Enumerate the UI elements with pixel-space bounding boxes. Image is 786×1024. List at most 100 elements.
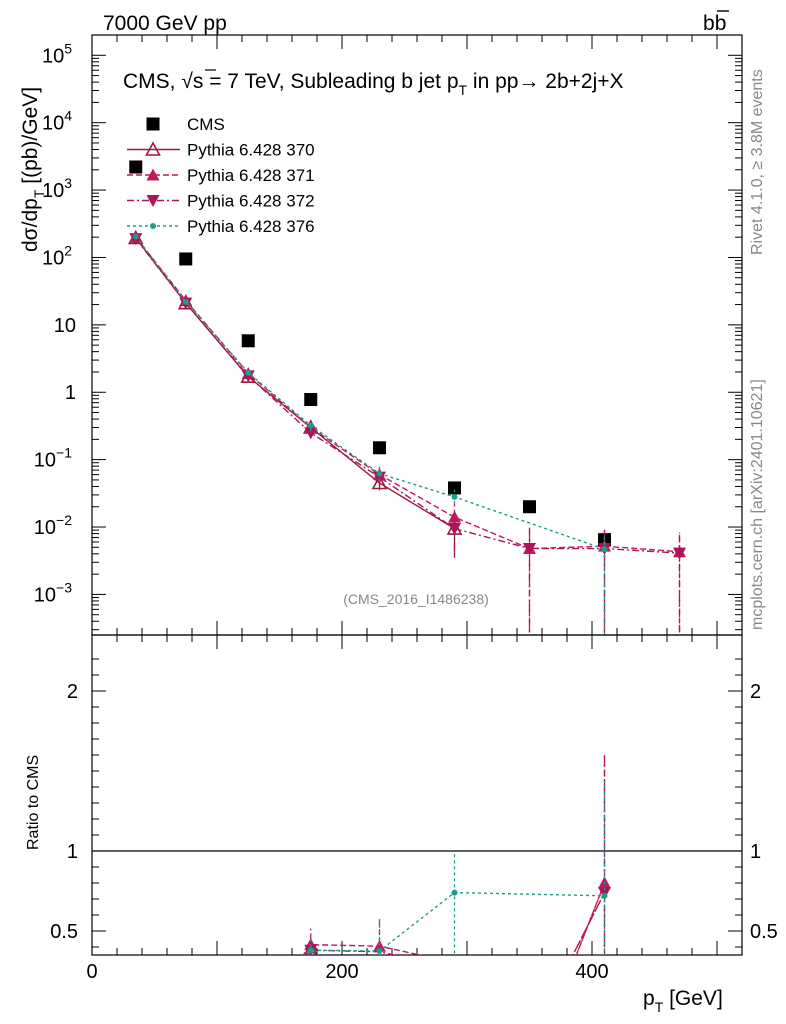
ratio-panel: 0 200 400 0.5 0.5 1 1 2 2 bbox=[50, 634, 778, 983]
ratio-frame bbox=[91, 634, 743, 956]
legend-item-pythia-6-428-376-swatch-marker bbox=[150, 223, 156, 229]
legend-item-pythia-6-428-376: Pythia 6.428 376 bbox=[127, 217, 315, 236]
series-pythia-6-428-376-point bbox=[245, 369, 252, 376]
series-pythia-6-428-372-point bbox=[373, 471, 386, 484]
ratio-y-label: Ratio to CMS bbox=[25, 755, 42, 850]
legend: CMS Pythia 6.428 370 Pythia 6.428 371 Pythi… bbox=[127, 115, 315, 236]
series-pythia-6-428-376-point bbox=[182, 298, 189, 305]
legend-item-pythia-6-428-370-swatch-marker bbox=[145, 141, 161, 156]
analysis-watermark: (CMS_2016_I1486238) bbox=[343, 591, 489, 607]
legend-item-cms-swatch-marker bbox=[146, 117, 160, 131]
legend-item-pythia-6-428-371-label: Pythia 6.428 371 bbox=[187, 166, 315, 185]
xlabel-p: p bbox=[643, 987, 655, 1010]
y-tick-base: 1 bbox=[65, 382, 76, 404]
series-pythia-6-428-372-point bbox=[523, 543, 536, 556]
title-sub: T bbox=[459, 82, 468, 98]
ylabel-part-b: [(pb)/GeV] bbox=[19, 87, 42, 190]
y-tick-label: 10−1 bbox=[34, 445, 72, 472]
legend-item-pythia-6-428-372: Pythia 6.428 372 bbox=[127, 192, 315, 211]
y-tick-label: 105 bbox=[42, 40, 72, 67]
x-tick-label: 0 bbox=[86, 961, 97, 983]
series-cms-point bbox=[373, 441, 386, 455]
x-tick-label: 200 bbox=[325, 961, 358, 983]
header-process: 7000 GeV pp bbox=[103, 12, 227, 35]
series-cms-point bbox=[179, 252, 193, 266]
ratio-series-pythia-6-428-372 bbox=[304, 756, 611, 955]
series-cms-point bbox=[241, 334, 255, 348]
main-y-label: dσ/dpT [(pb)/GeV] bbox=[19, 87, 47, 252]
y-tick-base: 10 bbox=[42, 247, 64, 269]
x-axis-label: pT [GeV] bbox=[643, 987, 723, 1015]
plot-title: CMS, √s = 7 TeV, Subleading b jet pT in … bbox=[123, 70, 624, 98]
rivet-version: Rivet 4.1.0, ≥ 3.8M events bbox=[749, 69, 766, 255]
y-tick-exponent: 4 bbox=[64, 108, 72, 124]
xlabel-sub: T bbox=[655, 999, 664, 1015]
series-pythia-6-428-370 bbox=[127, 229, 463, 558]
legend-item-pythia-6-428-372-label: Pythia 6.428 372 bbox=[187, 192, 315, 211]
ratio-series-pythia-6-428-376-point bbox=[307, 947, 314, 954]
ratio-y-tick-label-right: 1 bbox=[750, 841, 761, 863]
title-part-1: CMS, bbox=[123, 70, 181, 93]
y-tick-exponent: −3 bbox=[56, 579, 72, 595]
series-pythia-6-428-372-point bbox=[448, 523, 461, 536]
ylabel-sub: T bbox=[31, 189, 47, 198]
series-pythia-6-428-376-point bbox=[451, 493, 458, 500]
title-sqrt: √ bbox=[181, 70, 193, 93]
main-series bbox=[127, 160, 686, 635]
header-bb: bb bbox=[703, 12, 726, 35]
series-pythia-6-428-376-point bbox=[132, 233, 139, 240]
y-tick-label: 102 bbox=[42, 242, 72, 269]
title-part-3: in pp bbox=[467, 70, 518, 93]
legend-item-pythia-6-428-370-label: Pythia 6.428 370 bbox=[187, 141, 315, 160]
title-part-4: 2b+2j+X bbox=[539, 70, 623, 93]
y-tick-base: 10 bbox=[42, 113, 64, 135]
title-arrow: → bbox=[518, 70, 539, 93]
ratio-series-pythia-6-428-376-line bbox=[302, 891, 605, 955]
mcplots-credit: mcplots.cern.ch [arXiv:2401.10621] bbox=[749, 379, 766, 630]
y-tick-label: 103 bbox=[42, 175, 72, 202]
series-pythia-6-428-370-point bbox=[371, 474, 388, 490]
y-tick-exponent: 2 bbox=[64, 242, 72, 258]
y-tick-label: 10 bbox=[54, 315, 76, 337]
series-pythia-6-428-376-point bbox=[376, 470, 383, 477]
xlabel-unit: [GeV] bbox=[663, 987, 723, 1010]
ratio-y-tick-label-left: 0.5 bbox=[50, 921, 78, 943]
legend-item-pythia-6-428-376-label: Pythia 6.428 376 bbox=[187, 217, 315, 236]
series-pythia-6-428-376-point bbox=[601, 546, 608, 553]
series-pythia-6-428-372-line bbox=[135, 238, 680, 554]
header-bbar: b bbox=[715, 12, 727, 35]
series-pythia-6-428-370-line bbox=[135, 237, 455, 530]
y-tick-label: 104 bbox=[42, 108, 72, 135]
series-pythia-6-428-372-point bbox=[304, 427, 318, 440]
y-tick-base: 10 bbox=[34, 584, 56, 606]
ratio-series bbox=[302, 755, 611, 955]
ylabel-part-a: dσ/dp bbox=[19, 198, 42, 252]
y-tick-base: 10 bbox=[42, 180, 64, 202]
legend-item-pythia-6-428-371-swatch-marker bbox=[146, 168, 160, 181]
y-tick-label: 10−3 bbox=[34, 579, 72, 606]
y-tick-label: 10−2 bbox=[34, 512, 72, 539]
ratio-series-pythia-6-428-376-point bbox=[451, 889, 458, 896]
series-pythia-6-428-376 bbox=[132, 233, 608, 635]
series-pythia-6-428-372-point bbox=[673, 547, 686, 560]
series-pythia-6-428-372-point bbox=[241, 370, 255, 383]
ratio-y-tick-label-right: 2 bbox=[750, 681, 761, 703]
y-tick-base: 10 bbox=[42, 45, 64, 67]
series-cms bbox=[129, 160, 611, 547]
legend-item-pythia-6-428-371: Pythia 6.428 371 bbox=[127, 166, 315, 185]
y-tick-base: 10 bbox=[34, 517, 56, 539]
y-tick-exponent: −1 bbox=[56, 445, 72, 461]
y-tick-exponent: 5 bbox=[64, 40, 72, 56]
legend-item-pythia-6-428-372-swatch-marker bbox=[146, 195, 160, 207]
ratio-y-tick-label-right: 0.5 bbox=[750, 921, 778, 943]
title-part-2: s = 7 TeV, Subleading b jet p bbox=[193, 70, 459, 93]
legend-item-cms-label: CMS bbox=[187, 115, 225, 134]
ratio-y-tick-label-left: 1 bbox=[67, 841, 78, 863]
y-tick-exponent: −2 bbox=[56, 512, 72, 528]
ratio-series-pythia-6-428-371 bbox=[302, 755, 611, 955]
header-b: b bbox=[703, 12, 715, 35]
ratio-ticks: 0 200 400 0.5 0.5 1 1 2 2 bbox=[50, 635, 778, 983]
